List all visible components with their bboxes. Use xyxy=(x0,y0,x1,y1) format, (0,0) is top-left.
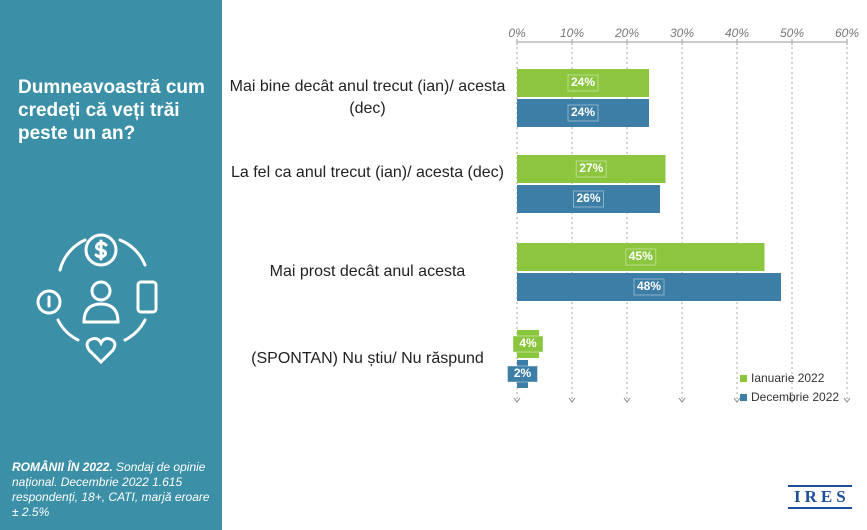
logo: IRES xyxy=(788,485,852,509)
x-tick-label: 20% xyxy=(614,26,639,40)
value-label-box xyxy=(507,365,538,383)
x-tick-label: 0% xyxy=(508,26,526,40)
value-label: 4% xyxy=(519,336,537,350)
footer: ROMÂNII ÎN 2022. Sondaj de opinie națion… xyxy=(12,460,212,520)
value-label-box xyxy=(567,74,599,92)
side-panel: Dumneavoastră cum credeți că veți trăi p… xyxy=(0,0,222,530)
value-label-box xyxy=(573,190,604,208)
value-label: 48% xyxy=(637,279,661,293)
legend-swatch xyxy=(740,375,747,382)
value-label: 45% xyxy=(629,249,653,263)
legend-swatch xyxy=(740,394,747,401)
chart-title: Dumneavoastră cum credeți că veți trăi p… xyxy=(18,77,205,144)
grid-arrow xyxy=(678,397,686,403)
x-tick-label: 50% xyxy=(780,26,804,40)
value-label-box xyxy=(625,248,657,266)
value-label: 24% xyxy=(571,75,595,89)
legend-label: Decembrie 2022 xyxy=(751,390,839,404)
category-label: Mai prost decât anul acesta xyxy=(269,263,466,280)
grid-arrow xyxy=(623,397,631,403)
legend-label: Ianuarie 2022 xyxy=(751,371,825,385)
grid-arrow xyxy=(788,397,796,403)
x-tick-label: 60% xyxy=(835,26,859,40)
footer-heading: ROMÂNII ÎN 2022. xyxy=(12,460,113,474)
grid-arrow xyxy=(513,397,521,403)
value-label-box xyxy=(633,278,665,296)
grid-arrow xyxy=(568,397,576,403)
value-label-box xyxy=(567,104,599,122)
x-tick-label: 10% xyxy=(560,26,584,40)
category-label: (SPONTAN) Nu știu/ Nu răspund xyxy=(251,350,484,367)
icon xyxy=(36,233,158,365)
value-label: 26% xyxy=(576,191,600,205)
x-tick-label: 30% xyxy=(670,26,694,40)
value-label: 24% xyxy=(571,105,595,119)
value-label-box xyxy=(512,335,544,353)
grid-arrow xyxy=(733,397,741,403)
grid-arrow xyxy=(843,397,851,403)
footer-text: Sondaj de opinie național. Decembrie 202… xyxy=(12,460,210,519)
value-label-box xyxy=(575,160,607,178)
category-label: La fel ca anul trecut (ian)/ acesta (dec… xyxy=(230,164,505,181)
value-label: 2% xyxy=(514,366,532,380)
category-label: Mai bine decât anul trecut (ian)/ acesta… xyxy=(229,78,506,117)
value-label: 27% xyxy=(579,161,603,175)
x-tick-label: 40% xyxy=(725,26,749,40)
